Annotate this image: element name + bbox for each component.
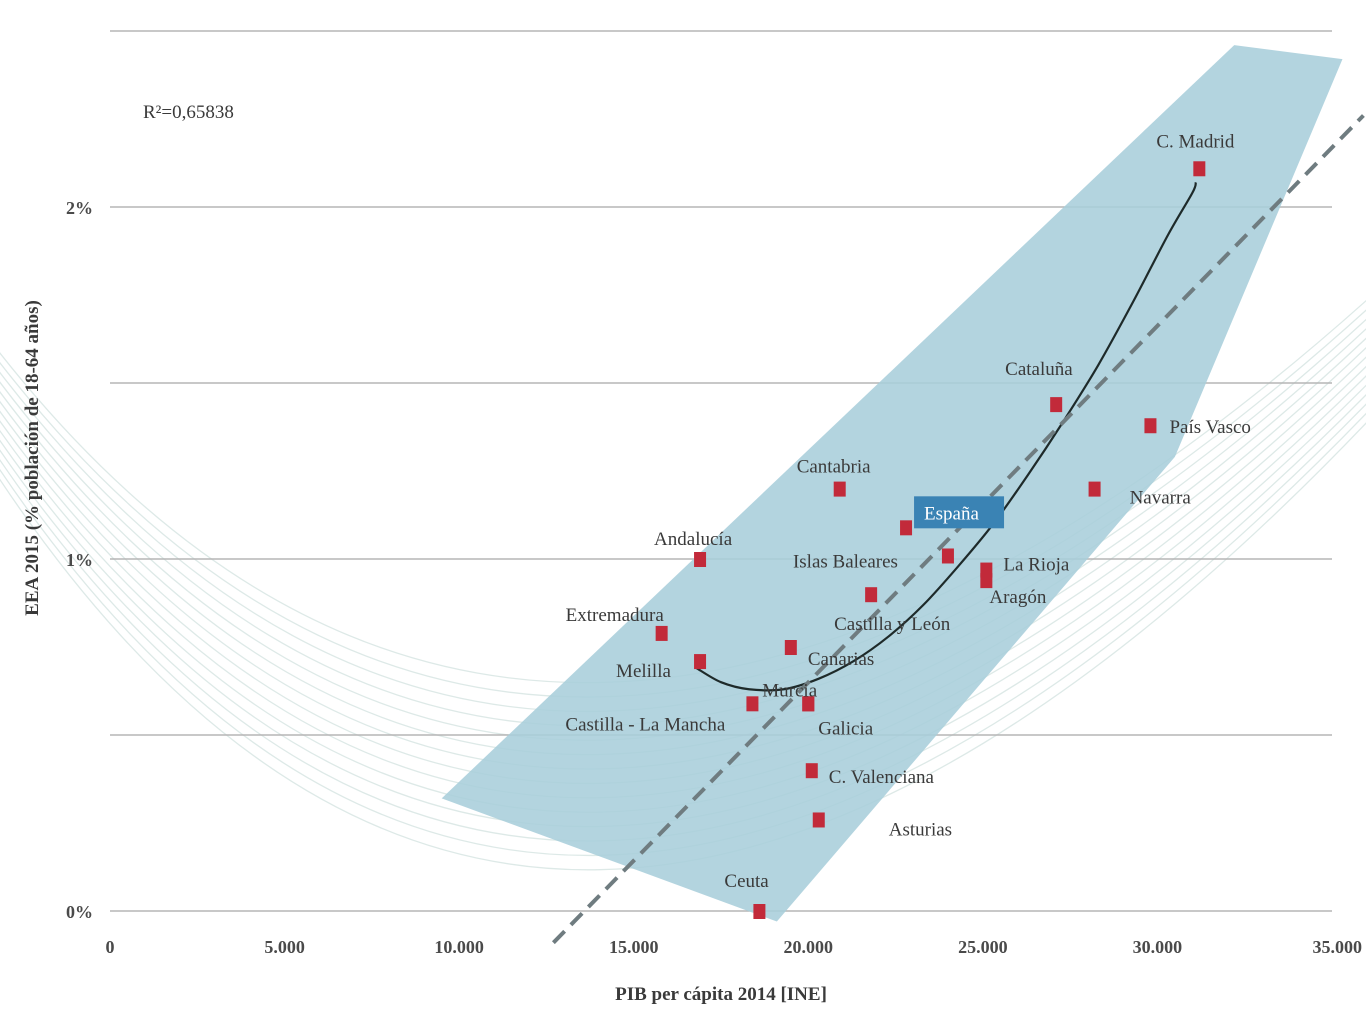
trend-curve bbox=[695, 182, 1197, 692]
marker-c-madrid bbox=[1193, 161, 1206, 177]
point-label-navarra: Navarra bbox=[1130, 488, 1192, 509]
point-label-aragon: Aragón bbox=[989, 587, 1046, 608]
point-label-cantabria: Cantabria bbox=[797, 457, 871, 478]
confidence-band bbox=[441, 45, 1343, 922]
dashed-regression-line bbox=[551, 114, 1365, 945]
point-label-castilla-la-mancha: Castilla - La Mancha bbox=[565, 714, 725, 735]
x-tick-label: 5.000 bbox=[264, 937, 305, 957]
y-tick-label: 2% bbox=[66, 198, 93, 218]
marker-melilla bbox=[694, 654, 707, 670]
marker-canarias bbox=[784, 640, 797, 655]
marker-cataluna bbox=[1050, 397, 1063, 413]
y-tick-label: 1% bbox=[66, 550, 93, 570]
y-axis-title: EEA 2015 (% población de 18-64 años) bbox=[22, 300, 43, 616]
marker-galicia bbox=[802, 696, 815, 712]
point-label-murcia: Murcia bbox=[762, 680, 817, 701]
marker-cantabria bbox=[833, 481, 846, 497]
x-tick-label: 25.000 bbox=[958, 937, 1008, 957]
point-label-espana: España bbox=[924, 503, 979, 524]
marker-extremadura bbox=[655, 625, 668, 641]
point-label-la-rioja: La Rioja bbox=[1003, 555, 1070, 576]
marker-pais-vasco bbox=[1144, 418, 1157, 434]
y-axis-ticks: 0% 1% 2% bbox=[66, 198, 93, 922]
point-label-c-madrid: C. Madrid bbox=[1156, 131, 1235, 152]
marker-castilla-y-leon bbox=[865, 587, 878, 603]
x-tick-label: 0 bbox=[106, 937, 115, 957]
r-squared-annotation: R²=0,65838 bbox=[143, 102, 234, 123]
point-label-ceuta: Ceuta bbox=[724, 871, 769, 892]
point-label-pais-vasco: País Vasco bbox=[1169, 417, 1250, 438]
background-arc bbox=[0, 422, 1366, 871]
point-label-c-valenciana: C. Valenciana bbox=[829, 767, 935, 788]
y-tick-label: 0% bbox=[66, 902, 93, 922]
point-label-castilla-y-leon: Castilla y León bbox=[834, 614, 951, 635]
point-label-extremadura: Extremadura bbox=[566, 605, 665, 626]
marker-c-valenciana bbox=[805, 763, 818, 779]
point-label-asturias: Asturias bbox=[889, 819, 952, 840]
x-tick-label: 30.000 bbox=[1133, 937, 1183, 957]
x-axis-ticks: 0 5.000 10.000 15.000 20.000 25.000 30.000 35.0… bbox=[106, 937, 1363, 957]
marker-asturias bbox=[812, 812, 825, 828]
x-tick-label: 35.000 bbox=[1313, 937, 1363, 957]
point-label-galicia: Galicia bbox=[818, 718, 873, 739]
point-label-andalucia: Andalucía bbox=[654, 529, 733, 550]
highlight-box bbox=[914, 496, 1005, 529]
x-tick-label: 15.000 bbox=[609, 937, 659, 957]
marker-islas-baleares bbox=[941, 548, 954, 564]
point-label-cataluna: Cataluña bbox=[1005, 359, 1073, 380]
x-tick-label: 20.000 bbox=[784, 937, 834, 957]
marker-castilla-la-mancha bbox=[746, 696, 759, 712]
marker-andalucia bbox=[694, 552, 707, 567]
marker-espana bbox=[900, 520, 913, 536]
x-tick-label: 10.000 bbox=[434, 937, 484, 957]
x-axis-title: PIB per cápita 2014 [INE] bbox=[615, 984, 827, 1005]
marker-navarra bbox=[1088, 481, 1101, 497]
point-label-islas-baleares: Islas Baleares bbox=[793, 551, 898, 572]
point-label-canarias: Canarias bbox=[808, 649, 874, 670]
point-labels: C. Madrid Cataluña País Vasco Navarra Cantab… bbox=[565, 131, 1250, 892]
data-markers bbox=[655, 161, 1206, 919]
marker-ceuta bbox=[753, 904, 766, 919]
point-label-melilla: Melilla bbox=[616, 661, 671, 682]
marker-aragon bbox=[980, 573, 993, 589]
